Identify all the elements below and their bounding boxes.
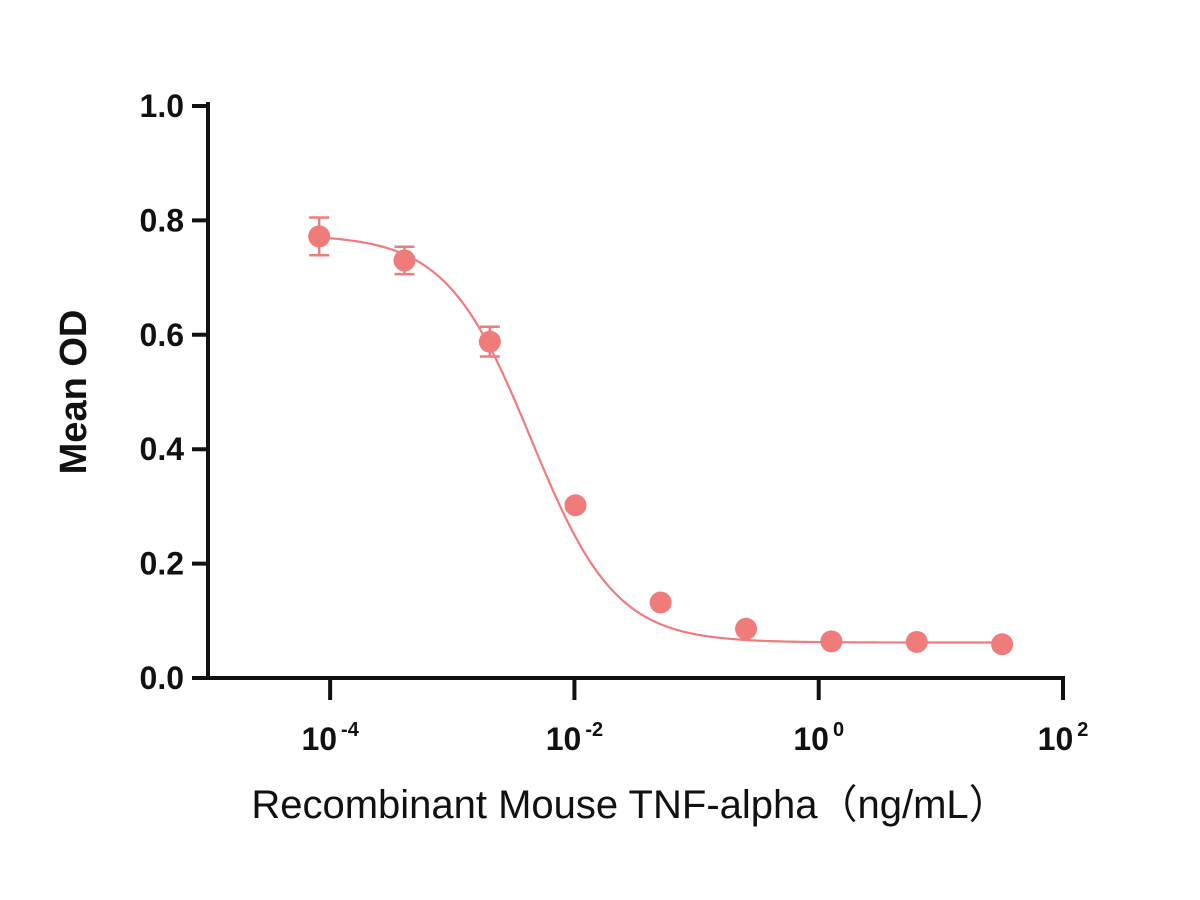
data-point-5: [735, 617, 758, 640]
x-tick-label-3: 10 2: [1038, 719, 1089, 757]
data-point-7: [905, 630, 928, 653]
axes: 0.0 0.2 0.4 0.6 0.8 1.0 10 -4 10 -2 10 0 10 2: [140, 88, 1089, 757]
x-tick-label-2: 10 0: [793, 719, 844, 757]
y-tick-label-4: 0.8: [140, 202, 184, 238]
data-point-4: [649, 591, 672, 614]
y-axis-label: Mean OD: [53, 310, 95, 475]
y-tick-label-2: 0.4: [140, 431, 185, 467]
x-axis-label: Recombinant Mouse TNF-alpha（ng/mL）: [251, 783, 1008, 827]
data-point-6: [820, 630, 843, 653]
data-point-1: [393, 249, 416, 272]
data-point-2: [478, 330, 501, 353]
y-tick-label-5: 1.0: [140, 88, 184, 124]
y-tick-label-0: 0.0: [140, 660, 184, 696]
fit-curve-layer: [319, 236, 1003, 644]
fit-curve-0: [319, 236, 1003, 644]
data-point-8: [991, 633, 1014, 656]
data-point-0: [308, 225, 331, 248]
y-tick-label-1: 0.2: [140, 546, 184, 582]
data-point-layer: [308, 225, 1014, 656]
y-tick-label-3: 0.6: [140, 317, 184, 353]
x-tick-label-1: 10 -2: [546, 719, 603, 757]
x-tick-label-0: 10 -4: [301, 719, 359, 757]
data-point-3: [564, 494, 587, 517]
